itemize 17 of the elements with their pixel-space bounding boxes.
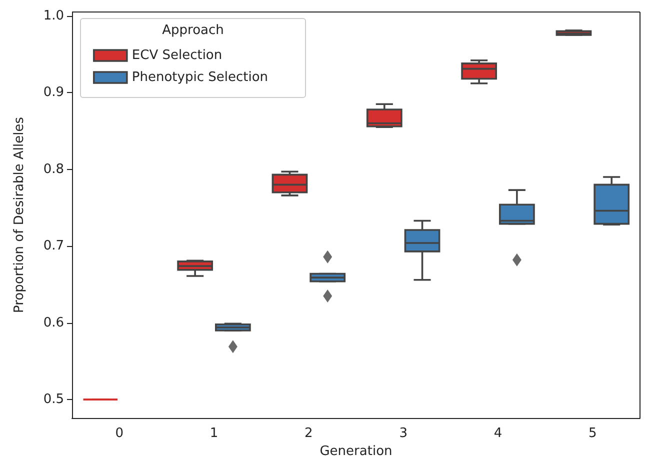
y-tick-label: 0.7: [43, 238, 64, 254]
y-axis-title: Proportion of Desirable Alleles: [12, 116, 27, 314]
x-tick-label: 4: [494, 426, 502, 441]
x-tick-label: 2: [304, 426, 313, 441]
x-tick-label: 3: [399, 426, 408, 441]
y-tick-label: 1.0: [43, 8, 64, 24]
y-tick-label: 0.8: [43, 162, 64, 177]
x-axis-title: Generation: [320, 444, 392, 459]
legend-label: Phenotypic Selection: [132, 70, 268, 85]
x-tick-label: 1: [210, 426, 218, 441]
legend-label: ECV Selection: [132, 48, 222, 63]
legend-title: Approach: [162, 23, 224, 38]
y-tick-label: 0.9: [43, 85, 64, 100]
x-tick-label: 0: [115, 426, 124, 441]
y-tick-label: 0.5: [43, 392, 64, 408]
x-tick-label: 5: [588, 426, 597, 441]
y-tick-label: 0.6: [43, 315, 64, 330]
